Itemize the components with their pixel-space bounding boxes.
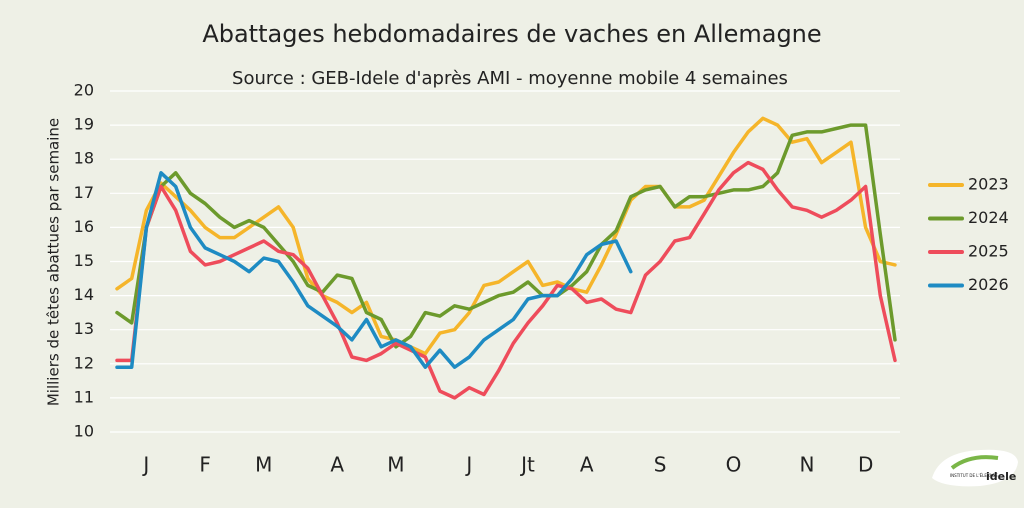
x-tick-label: J bbox=[141, 453, 149, 477]
legend-label: 2024 bbox=[968, 208, 1009, 227]
x-tick-label: A bbox=[580, 453, 594, 477]
y-tick-label: 18 bbox=[74, 149, 94, 168]
x-tick-label: J bbox=[464, 453, 472, 477]
x-tick-label: N bbox=[799, 453, 814, 477]
x-tick-label: O bbox=[726, 453, 742, 477]
x-tick-label: Jt bbox=[519, 453, 535, 477]
y-tick-label: 13 bbox=[74, 319, 94, 338]
y-axis-label: Milliers de têtes abattues par semaine bbox=[45, 118, 63, 406]
x-tick-label: S bbox=[654, 453, 667, 477]
logo-swoosh bbox=[950, 455, 999, 470]
logo-brand: idele bbox=[986, 470, 1016, 483]
x-tick-label: A bbox=[330, 453, 344, 477]
x-tick-label: M bbox=[387, 453, 404, 477]
chart-subtitle: Source : GEB-Idele d'après AMI - moyenne… bbox=[232, 68, 788, 89]
series-line bbox=[115, 116, 897, 356]
y-tick-label: 10 bbox=[74, 422, 94, 441]
logo-text: INSTITUT DE L'ÉLEVAGE bbox=[950, 473, 998, 478]
y-tick-label: 19 bbox=[74, 115, 94, 134]
x-tick-label: M bbox=[255, 453, 272, 477]
legend-label: 2025 bbox=[968, 242, 1009, 261]
y-tick-label: 11 bbox=[74, 387, 94, 406]
y-tick-label: 16 bbox=[74, 217, 94, 236]
chart-title: Abattages hebdomadaires de vaches en All… bbox=[202, 20, 821, 48]
series-line bbox=[115, 123, 897, 349]
series-line bbox=[115, 160, 897, 400]
legend-label: 2026 bbox=[968, 275, 1009, 294]
legend-label: 2023 bbox=[968, 175, 1009, 194]
x-tick-label: D bbox=[858, 453, 873, 477]
y-tick-label: 12 bbox=[74, 353, 94, 372]
y-tick-label: 17 bbox=[74, 183, 94, 202]
y-tick-label: 14 bbox=[74, 285, 94, 304]
series-line bbox=[115, 171, 633, 369]
y-tick-label: 20 bbox=[74, 81, 94, 100]
y-tick-label: 15 bbox=[74, 251, 94, 270]
x-tick-label: F bbox=[199, 453, 211, 477]
logo: INSTITUT DE L'ÉLEVAGE idele bbox=[932, 449, 1018, 487]
